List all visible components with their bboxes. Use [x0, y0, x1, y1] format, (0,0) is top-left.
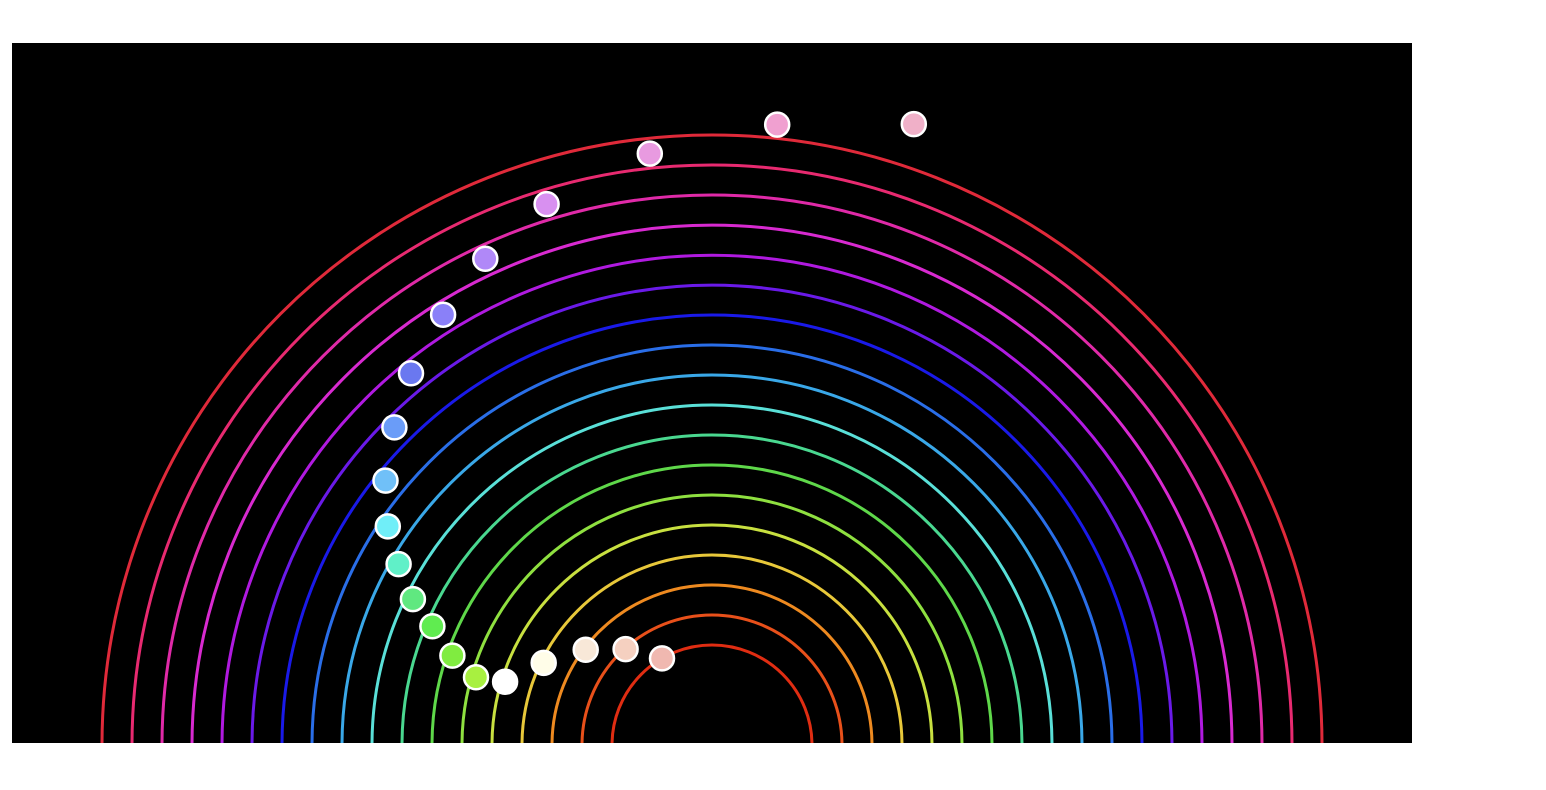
ball-6 [462, 664, 490, 691]
ball-13 [381, 414, 408, 441]
rainbow-arc-11 [310, 343, 1114, 743]
rainbow-arc-9 [370, 403, 1054, 743]
ball-15 [429, 301, 457, 328]
rainbow-arc-18 [100, 133, 1324, 743]
ball-17 [533, 190, 560, 218]
rainbow-arc-10 [340, 373, 1084, 743]
ball-12 [372, 467, 399, 494]
ball-5 [491, 668, 519, 695]
rainbow-arc-16 [160, 193, 1264, 743]
ball-16 [472, 245, 499, 273]
ball-10 [385, 550, 412, 578]
rainbow-arc-2 [580, 613, 844, 743]
ball-7 [439, 642, 466, 669]
rainbow-arc-5 [490, 523, 934, 743]
ball-3 [572, 636, 599, 664]
arcs-canvas [100, 110, 1324, 743]
ball-9 [399, 585, 427, 613]
rainbow-arcs-animation [12, 43, 1412, 743]
ball-18 [636, 140, 664, 167]
ball-20 [900, 110, 928, 138]
rainbow-arc-15 [190, 223, 1234, 743]
ball-2 [612, 635, 639, 663]
ball-8 [419, 613, 446, 640]
rainbow-arc-3 [550, 583, 874, 743]
rainbow-arc-6 [460, 493, 964, 743]
rainbow-arc-17 [130, 163, 1294, 743]
ball-1 [648, 645, 676, 672]
rainbow-arc-13 [250, 283, 1174, 743]
rainbow-arc-8 [400, 433, 1024, 743]
ball-11 [374, 513, 402, 540]
ball-4 [530, 649, 557, 677]
rainbow-arc-12 [280, 313, 1144, 743]
rainbow-arc-1 [610, 643, 814, 743]
ball-19 [763, 111, 791, 138]
rainbow-arc-7 [430, 463, 994, 743]
ball-14 [397, 360, 425, 387]
rainbow-arc-14 [220, 253, 1204, 743]
